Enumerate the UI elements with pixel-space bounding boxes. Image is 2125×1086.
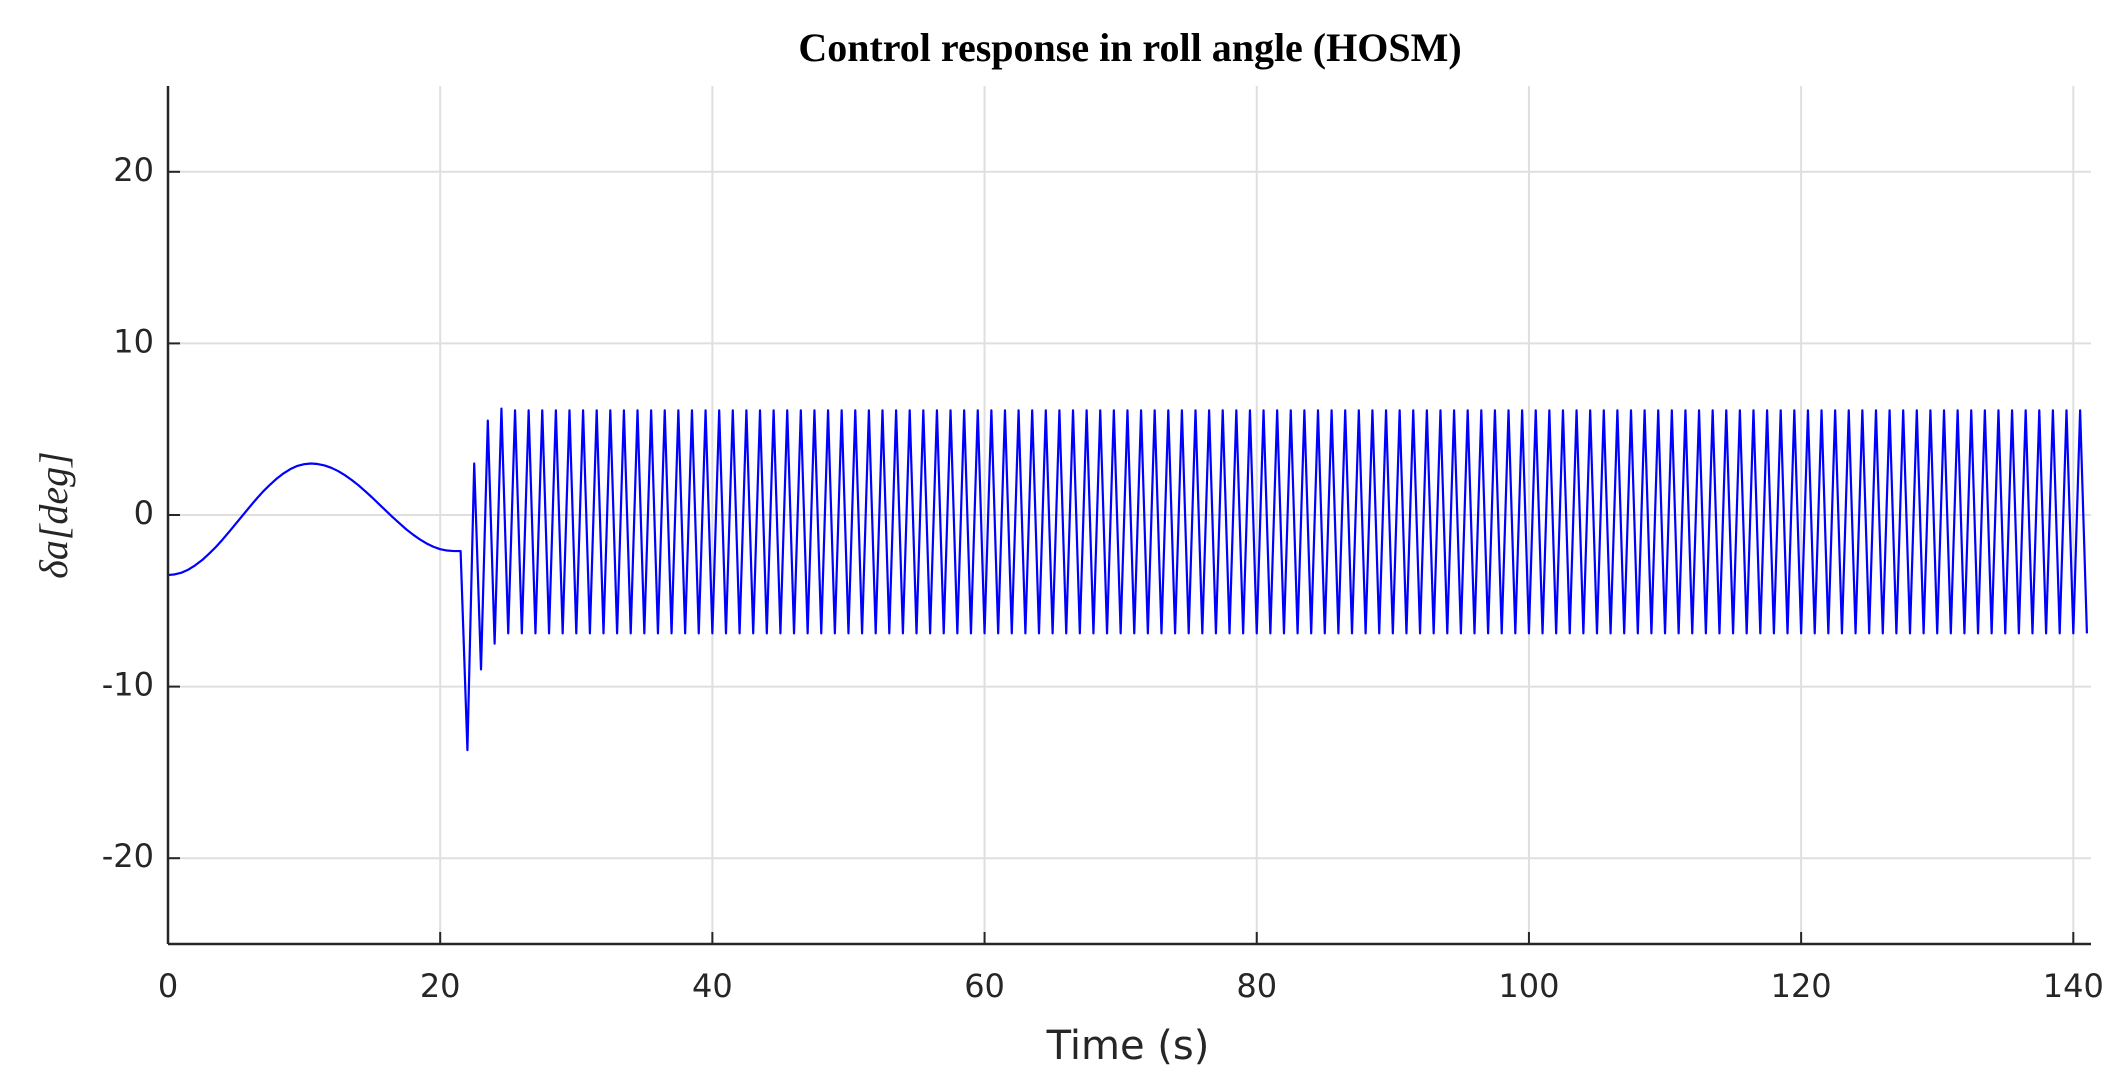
y-tick-label: -10	[102, 666, 154, 704]
x-tick-label: 40	[692, 967, 733, 1005]
x-tick-label: 60	[964, 967, 1005, 1005]
x-tick-label: 100	[1498, 967, 1559, 1005]
axes: 0 20 40 60 80 100 120 140 -20 -10 0 10 20	[102, 86, 2104, 1005]
y-tick-label: 0	[134, 494, 154, 532]
line-series	[167, 407, 2089, 752]
x-tick-label: 140	[2043, 967, 2104, 1005]
y-tick-label: 20	[113, 151, 154, 189]
y-axis-label: δa[deg]	[31, 451, 76, 578]
x-tick-label: 0	[158, 967, 178, 1005]
chart-title: Control response in roll angle (HOSM)	[798, 25, 1461, 70]
y-tick-label: -20	[102, 837, 154, 875]
x-tick-label: 80	[1236, 967, 1277, 1005]
x-axis-label: Time (s)	[1046, 1023, 1210, 1069]
plot-area	[167, 407, 2089, 752]
y-tick-label: 10	[113, 322, 154, 360]
x-tick-label: 20	[420, 967, 461, 1005]
x-tick-label: 120	[1771, 967, 1832, 1005]
